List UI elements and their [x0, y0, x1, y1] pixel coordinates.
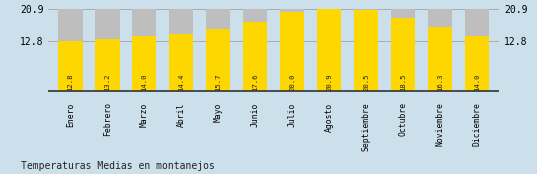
- Bar: [280, 9, 304, 91]
- Bar: [465, 9, 489, 91]
- Text: 12.8: 12.8: [68, 73, 74, 91]
- Bar: [169, 9, 193, 91]
- Text: Temperaturas Medias en montanejos: Temperaturas Medias en montanejos: [21, 161, 215, 171]
- Text: 15.7: 15.7: [215, 73, 221, 91]
- Bar: [428, 27, 452, 91]
- Text: 13.2: 13.2: [105, 73, 111, 91]
- Bar: [280, 13, 304, 91]
- Bar: [317, 9, 342, 91]
- Bar: [243, 22, 267, 91]
- Text: 14.0: 14.0: [474, 73, 480, 91]
- Bar: [428, 9, 452, 91]
- Bar: [243, 9, 267, 91]
- Text: 14.0: 14.0: [141, 73, 148, 91]
- Text: 20.9: 20.9: [326, 73, 332, 91]
- Text: 14.4: 14.4: [178, 73, 184, 91]
- Bar: [59, 41, 83, 91]
- Bar: [96, 9, 120, 91]
- Bar: [465, 36, 489, 91]
- Text: 17.6: 17.6: [252, 73, 258, 91]
- Bar: [59, 9, 83, 91]
- Bar: [354, 10, 379, 91]
- Bar: [96, 39, 120, 91]
- Bar: [169, 34, 193, 91]
- Bar: [391, 18, 415, 91]
- Text: 20.5: 20.5: [364, 73, 369, 91]
- Bar: [317, 9, 342, 91]
- Bar: [354, 9, 379, 91]
- Bar: [206, 9, 230, 91]
- Text: 16.3: 16.3: [437, 73, 443, 91]
- Bar: [133, 36, 156, 91]
- Text: 20.0: 20.0: [289, 73, 295, 91]
- Bar: [391, 9, 415, 91]
- Bar: [133, 9, 156, 91]
- Text: 18.5: 18.5: [400, 73, 407, 91]
- Bar: [206, 29, 230, 91]
